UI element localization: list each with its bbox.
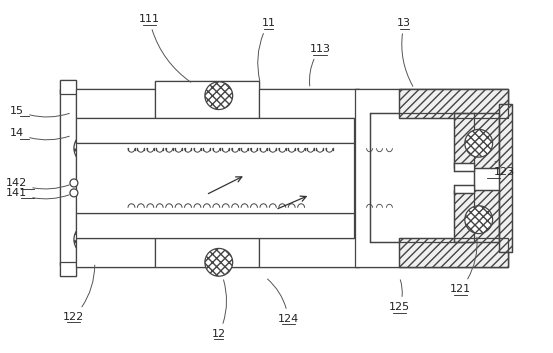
Text: 121: 121	[450, 237, 477, 294]
Bar	[454, 185, 474, 193]
Text: 113: 113	[310, 44, 331, 86]
Bar	[354, 89, 508, 267]
Bar	[270, 143, 354, 213]
Bar	[399, 238, 508, 267]
Bar	[155, 238, 259, 267]
Bar	[399, 89, 508, 119]
Bar	[454, 114, 499, 168]
Text: 122: 122	[63, 265, 95, 322]
Bar	[399, 89, 508, 119]
Circle shape	[70, 189, 78, 197]
Bar	[454, 190, 499, 243]
Bar	[76, 143, 131, 213]
Bar	[369, 114, 474, 243]
Text: 142: 142	[6, 178, 69, 189]
Bar	[76, 213, 135, 238]
Circle shape	[465, 206, 493, 234]
Bar	[76, 89, 155, 119]
Bar	[155, 81, 259, 119]
Bar	[259, 89, 359, 119]
Bar	[259, 89, 359, 119]
Bar	[76, 238, 155, 267]
Text: 124: 124	[268, 279, 299, 324]
Bar	[60, 80, 76, 94]
Bar	[259, 238, 359, 267]
Circle shape	[74, 224, 106, 255]
Bar	[60, 262, 76, 276]
Bar	[60, 89, 76, 265]
Text: 141: 141	[6, 188, 69, 199]
Bar	[454, 163, 474, 171]
Bar	[60, 262, 76, 276]
Circle shape	[70, 179, 78, 187]
Bar	[76, 143, 354, 213]
Bar	[454, 190, 499, 243]
Text: 111: 111	[139, 14, 191, 82]
Text: 12: 12	[212, 280, 227, 339]
Circle shape	[74, 132, 106, 164]
Bar	[155, 81, 259, 119]
Bar	[270, 213, 354, 238]
Bar	[399, 238, 508, 267]
Bar	[155, 238, 259, 267]
Bar	[60, 80, 76, 94]
Bar	[354, 89, 508, 267]
Text: 15: 15	[11, 106, 69, 117]
Bar	[60, 89, 76, 265]
Circle shape	[465, 129, 493, 157]
Bar	[76, 119, 354, 143]
Bar	[76, 238, 155, 267]
Bar	[499, 103, 513, 252]
Bar	[76, 213, 354, 238]
Circle shape	[205, 249, 233, 276]
Text: 14: 14	[10, 128, 69, 140]
Text: 13: 13	[397, 18, 413, 86]
Bar	[76, 119, 135, 143]
Circle shape	[205, 82, 233, 109]
Text: 123: 123	[494, 161, 515, 177]
Text: 125: 125	[389, 280, 410, 312]
Bar	[259, 238, 359, 267]
Bar	[499, 103, 513, 252]
Bar	[76, 89, 155, 119]
Text: 11: 11	[258, 18, 275, 81]
Bar	[454, 114, 499, 168]
Bar	[270, 119, 354, 143]
